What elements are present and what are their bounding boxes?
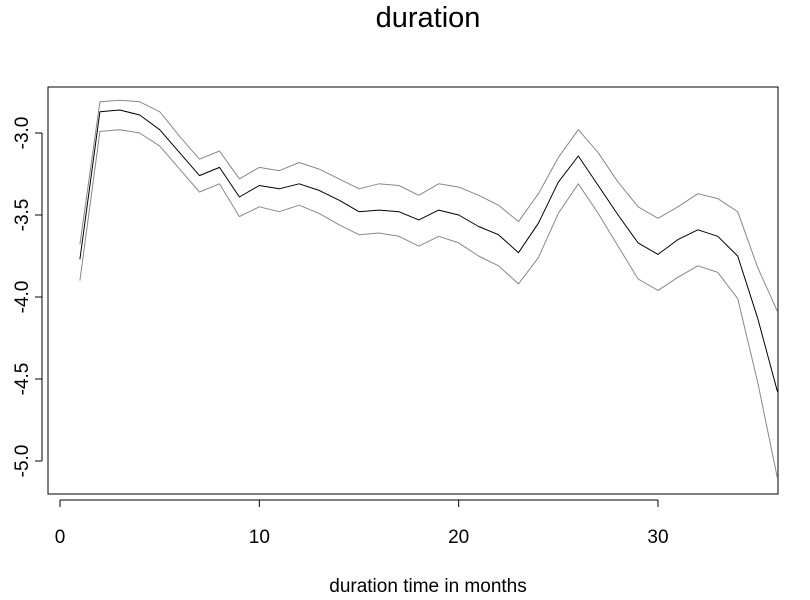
y-tick-label: -4.5 — [12, 363, 33, 396]
y-tick-label: -5.0 — [12, 445, 33, 478]
series-line-2 — [79, 109, 779, 393]
x-tick-label: 10 — [249, 527, 270, 548]
y-tick-label: -3.0 — [12, 117, 33, 150]
x-tick-label: 0 — [55, 527, 66, 548]
chart-title: duration — [376, 2, 481, 34]
y-axis: -5.0 -4.5 -4.0 -3.5 -3.0 — [12, 117, 43, 478]
x-axis-label: duration time in months — [329, 576, 527, 597]
y-tick-label: -3.5 — [12, 199, 33, 232]
series-line-1 — [79, 99, 779, 313]
y-tick-label: -4.0 — [12, 281, 33, 314]
series-line-3 — [79, 129, 779, 480]
series-layer — [79, 99, 779, 480]
x-axis: 0 10 20 30 — [55, 499, 669, 548]
x-tick-label: 20 — [448, 527, 469, 548]
plot-box — [47, 86, 779, 495]
x-tick-label: 30 — [647, 527, 668, 548]
